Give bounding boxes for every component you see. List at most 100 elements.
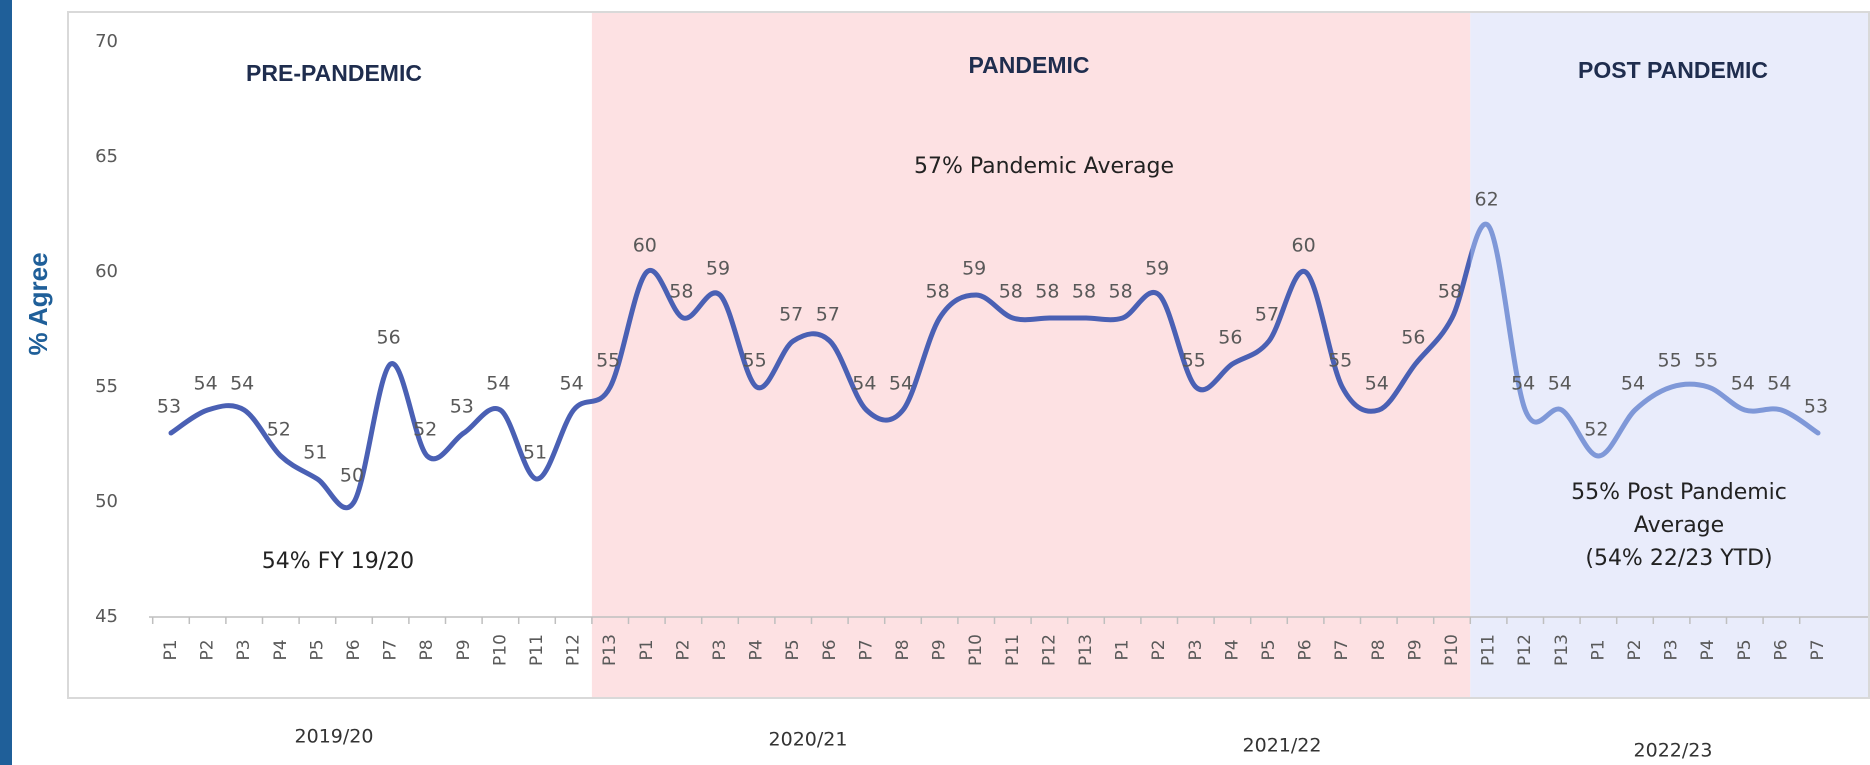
data-label: 58: [1035, 281, 1059, 303]
data-label: 52: [267, 419, 291, 441]
data-label: 52: [413, 419, 437, 441]
x-tick-label: P6: [1771, 639, 1791, 660]
x-tick-label: P7: [381, 639, 401, 660]
x-tick-label: P3: [1662, 639, 1682, 660]
x-tick-label: P13: [1552, 634, 1572, 666]
x-tick-label: P9: [454, 639, 474, 660]
y-tick-label: 65: [95, 146, 118, 167]
annotation: 57% Pandemic Average: [914, 154, 1174, 179]
x-tick-label: P8: [417, 639, 437, 660]
annotation: Average: [1634, 513, 1724, 538]
data-label: 54: [194, 373, 218, 395]
x-tick-label: P5: [783, 639, 803, 660]
data-label: 59: [962, 258, 986, 280]
x-tick-label: P11: [527, 634, 547, 666]
data-label: 58: [926, 281, 950, 303]
year-label: 2020/21: [769, 729, 848, 751]
x-tick-label: P1: [1588, 639, 1608, 660]
data-label: 57: [779, 304, 803, 326]
x-tick-label: P9: [930, 639, 950, 660]
data-label: 57: [816, 304, 840, 326]
data-label: 57: [1255, 304, 1279, 326]
y-tick-label: 45: [95, 606, 118, 627]
data-label: 54: [1621, 373, 1645, 395]
region-band: [69, 13, 592, 697]
region-label: POST PANDEMIC: [1578, 57, 1768, 83]
data-label: 54: [1365, 373, 1389, 395]
y-tick-label: 55: [95, 376, 118, 397]
x-tick-label: P8: [893, 639, 913, 660]
x-tick-label: P4: [747, 639, 767, 660]
region-label: PRE-PANDEMIC: [246, 60, 422, 86]
x-tick-label: P1: [1113, 639, 1133, 660]
year-label: 2019/20: [295, 726, 374, 748]
data-label: 56: [1401, 327, 1425, 349]
data-label: 50: [340, 465, 364, 487]
x-tick-label: P6: [820, 639, 840, 660]
x-tick-label: P4: [271, 639, 291, 660]
data-label: 55: [1658, 350, 1682, 372]
y-tick-label: 60: [95, 261, 118, 282]
region-label: PANDEMIC: [969, 52, 1090, 78]
data-label: 54: [560, 373, 584, 395]
data-label: 55: [1328, 350, 1352, 372]
annotation: (54% 22/23 YTD): [1585, 546, 1772, 571]
x-tick-label: P1: [637, 639, 657, 660]
x-tick-label: P6: [344, 639, 364, 660]
x-tick-label: P6: [1296, 639, 1316, 660]
data-label: 54: [230, 373, 254, 395]
data-label: 51: [303, 442, 327, 464]
data-label: 54: [1731, 373, 1755, 395]
data-label: 54: [852, 373, 876, 395]
x-tick-label: P11: [1479, 634, 1499, 666]
data-line: [168, 221, 1821, 511]
x-tick-label: P7: [856, 639, 876, 660]
data-label: 54: [1767, 373, 1791, 395]
year-label: 2021/22: [1243, 735, 1322, 757]
x-tick-label: P2: [198, 639, 218, 660]
data-label: 58: [1072, 281, 1096, 303]
data-label: 58: [1438, 281, 1462, 303]
y-axis-label: % Agree: [23, 252, 53, 355]
data-label: 55: [596, 350, 620, 372]
x-tick-label: P3: [234, 639, 254, 660]
data-label: 54: [486, 373, 510, 395]
data-label: 58: [999, 281, 1023, 303]
x-tick-label: P5: [307, 639, 327, 660]
data-label: 51: [523, 442, 547, 464]
data-label: 54: [889, 373, 913, 395]
x-tick-label: P11: [1003, 634, 1023, 666]
data-label: 58: [669, 281, 693, 303]
x-tick-label: P2: [673, 639, 693, 660]
x-tick-label: P9: [1405, 639, 1425, 660]
x-tick-label: P5: [1735, 639, 1755, 660]
data-label: 55: [1694, 350, 1718, 372]
x-tick-label: P13: [600, 634, 620, 666]
data-label: 53: [157, 396, 181, 418]
x-tick-label: P7: [1808, 639, 1828, 660]
x-tick-label: P8: [1369, 639, 1389, 660]
side-strip: [0, 0, 12, 765]
region-band: [591, 13, 1471, 697]
data-label: 60: [1292, 235, 1316, 257]
y-tick-label: 70: [95, 31, 118, 52]
annotation: 55% Post Pandemic: [1571, 480, 1787, 505]
x-tick-label: P4: [1698, 639, 1718, 660]
data-label: 59: [706, 258, 730, 280]
data-label: 54: [1511, 373, 1535, 395]
x-tick-label: P2: [1149, 639, 1169, 660]
x-tick-label: P7: [1332, 639, 1352, 660]
y-tick-label: 50: [95, 491, 118, 512]
data-label: 56: [1218, 327, 1242, 349]
x-tick-label: P3: [1186, 639, 1206, 660]
data-label: 59: [1145, 258, 1169, 280]
data-label: 60: [633, 235, 657, 257]
x-tick-label: P12: [564, 634, 584, 666]
data-label: 53: [450, 396, 474, 418]
x-tick-label: P10: [966, 634, 986, 666]
year-label: 2022/23: [1634, 740, 1713, 762]
data-label: 55: [743, 350, 767, 372]
x-tick-label: P12: [1515, 634, 1535, 666]
data-label: 62: [1475, 189, 1499, 211]
x-tick-label: P3: [710, 639, 730, 660]
